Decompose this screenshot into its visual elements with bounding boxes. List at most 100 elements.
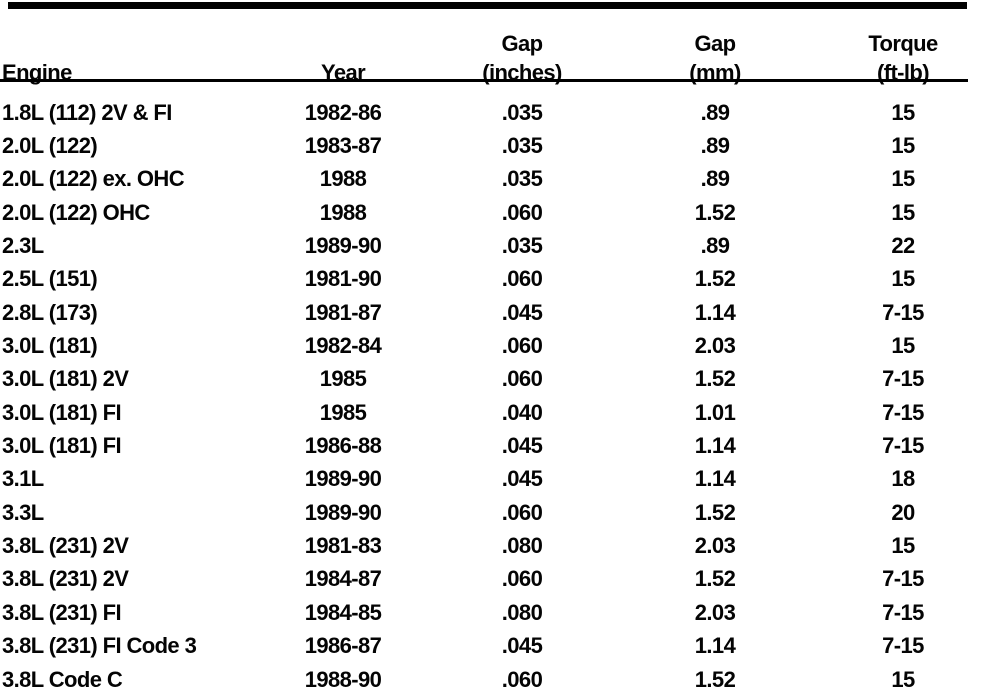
gap-mm-cell: 1.14: [694, 433, 736, 459]
torque-cell: 15: [891, 133, 915, 159]
engine-cell: 3.0L (181) 2V: [2, 366, 129, 392]
year-cell: 1989-90: [304, 466, 382, 492]
torque-cell: 7-15: [882, 399, 924, 425]
year-cell: 1986-87: [304, 633, 382, 659]
table-row: 3.1L 1989-90 .045 1.14 18: [0, 463, 992, 496]
table-row: 3.3L 1989-90 .060 1.52 20: [0, 496, 992, 529]
gap-inches-cell: .045: [501, 433, 543, 459]
gap-inches-cell: .035: [501, 233, 543, 259]
table-row: 3.0L (181) 2V 1985 .060 1.52 7-15: [0, 363, 992, 396]
gap-inches-cell: .060: [501, 566, 543, 592]
torque-cell: 7-15: [882, 366, 924, 392]
table-row: 3.8L (231) FI 1984-85 .080 2.03 7-15: [0, 596, 992, 629]
gap-mm-cell: .89: [700, 166, 730, 192]
engine-cell: 3.8L (231) FI: [2, 599, 122, 625]
gap-inches-cell: .060: [501, 666, 543, 692]
engine-cell: 2.8L (173): [2, 299, 98, 325]
gap-mm-cell: 1.52: [694, 366, 736, 392]
engine-cell: 3.8L (231) 2V: [2, 566, 129, 592]
table-row: 3.8L (231) 2V 1984-87 .060 1.52 7-15: [0, 563, 992, 596]
table-row: 2.0L (122) OHC 1988 .060 1.52 15: [0, 196, 992, 229]
gap-inches-cell: .035: [501, 166, 543, 192]
gap-inches-cell: .045: [501, 299, 543, 325]
gap-mm-cell: 1.52: [694, 566, 736, 592]
year-cell: 1985: [319, 366, 367, 392]
torque-cell: 18: [891, 466, 915, 492]
engine-cell: 3.0L (181): [2, 333, 98, 359]
gap-mm-cell: 1.52: [694, 499, 736, 525]
gap-inches-cell: .045: [501, 466, 543, 492]
engine-header-line2: Engine: [2, 60, 72, 85]
engine-cell: 3.1L: [2, 466, 44, 492]
gap-mm-cell: 2.03: [694, 599, 736, 625]
torque-cell: 15: [891, 99, 915, 125]
torque-header-line1: Torque: [868, 31, 938, 56]
table-row: 2.0L (122) ex. OHC 1988 .035 .89 15: [0, 163, 992, 196]
table-row: 2.5L (151) 1981-90 .060 1.52 15: [0, 263, 992, 296]
gap-mm-cell: 1.14: [694, 299, 736, 325]
year-cell: 1984-87: [304, 566, 382, 592]
gap-mm-header-line2: (mm): [689, 60, 741, 85]
gap-inches-cell: .060: [501, 333, 543, 359]
table-row: 3.0L (181) 1982-84 .060 2.03 15: [0, 329, 992, 362]
year-cell: 1983-87: [304, 133, 382, 159]
torque-cell: 15: [891, 166, 915, 192]
year-cell: 1981-83: [304, 533, 382, 559]
year-cell: 1982-86: [304, 99, 382, 125]
gap-mm-cell: 1.52: [694, 666, 736, 692]
engine-cell: 1.8L (112) 2V & FI: [2, 99, 172, 125]
gap-inches-cell: .035: [501, 133, 543, 159]
engine-cell: 3.8L (231) 2V: [2, 533, 129, 559]
engine-cell: 3.0L (181) FI: [2, 433, 122, 459]
gap-inches-header-line1: Gap: [501, 31, 544, 56]
engine-cell: 3.8L (231) FI Code 3: [2, 633, 197, 659]
gap-inches-cell: .060: [501, 199, 543, 225]
table-row: 2.3L 1989-90 .035 .89 22: [0, 229, 992, 262]
gap-mm-cell: 1.52: [694, 266, 736, 292]
table-row: 3.0L (181) FI 1985 .040 1.01 7-15: [0, 396, 992, 429]
gap-mm-cell: 1.52: [694, 199, 736, 225]
gap-inches-cell: .040: [501, 399, 543, 425]
year-cell: 1988-90: [304, 666, 382, 692]
table-row: 1.8L (112) 2V & FI 1982-86 .035 .89 15: [0, 96, 992, 129]
gap-inches-header-line2: (inches): [482, 60, 562, 85]
table-row: 2.0L (122) 1983-87 .035 .89 15: [0, 129, 992, 162]
gap-mm-cell: .89: [700, 99, 730, 125]
torque-cell: 15: [891, 266, 915, 292]
gap-inches-cell: .080: [501, 599, 543, 625]
year-cell: 1981-90: [304, 266, 382, 292]
torque-cell: 7-15: [882, 599, 924, 625]
table-header-rule: [0, 79, 968, 82]
torque-cell: 15: [891, 199, 915, 225]
table-top-rule: [8, 2, 967, 9]
year-cell: 1989-90: [304, 233, 382, 259]
year-cell: 1982-84: [304, 333, 382, 359]
engine-cell: 2.0L (122) ex. OHC: [2, 166, 185, 192]
gap-inches-cell: .080: [501, 533, 543, 559]
table-row: 3.8L (231) 2V 1981-83 .080 2.03 15: [0, 529, 992, 562]
torque-header-line2: (ft-lb): [877, 60, 930, 85]
year-cell: 1989-90: [304, 499, 382, 525]
table-row: 3.0L (181) FI 1986-88 .045 1.14 7-15: [0, 429, 992, 462]
gap-mm-cell: 1.14: [694, 466, 736, 492]
gap-inches-cell: .045: [501, 633, 543, 659]
engine-cell: 2.0L (122): [2, 133, 98, 159]
torque-cell: 7-15: [882, 433, 924, 459]
year-header-line2: Year: [320, 60, 366, 85]
table-row: 2.8L (173) 1981-87 .045 1.14 7-15: [0, 296, 992, 329]
table-row: 3.8L Code C 1988-90 .060 1.52 15: [0, 663, 992, 696]
table-row: 3.8L (231) FI Code 3 1986-87 .045 1.14 7…: [0, 630, 992, 663]
gap-mm-cell: 2.03: [694, 533, 736, 559]
torque-cell: 15: [891, 533, 915, 559]
gap-mm-cell: 2.03: [694, 333, 736, 359]
engine-cell: 3.0L (181) FI: [2, 399, 122, 425]
torque-cell: 7-15: [882, 566, 924, 592]
torque-cell: 7-15: [882, 299, 924, 325]
gap-inches-cell: .060: [501, 499, 543, 525]
year-cell: 1981-87: [304, 299, 382, 325]
gap-mm-cell: .89: [700, 133, 730, 159]
table-body: 1.8L (112) 2V & FI 1982-86 .035 .89 15 2…: [0, 96, 992, 696]
engine-cell: 2.3L: [2, 233, 44, 259]
gap-inches-cell: .035: [501, 99, 543, 125]
